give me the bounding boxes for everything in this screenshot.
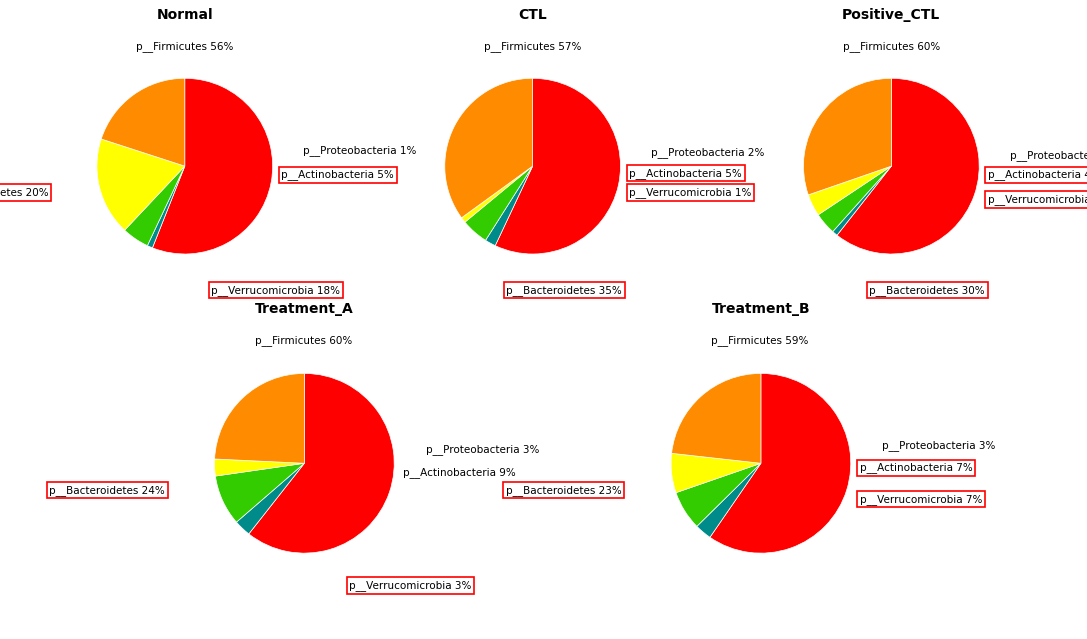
Text: p__Verrucomicrobia 18%: p__Verrucomicrobia 18% (211, 285, 340, 296)
Text: p__Actinobacteria 7%: p__Actinobacteria 7% (860, 462, 973, 473)
Wedge shape (249, 373, 395, 553)
Text: p__Firmicutes 60%: p__Firmicutes 60% (255, 335, 352, 346)
Wedge shape (496, 79, 621, 254)
Text: p__Bacteroidetes 30%: p__Bacteroidetes 30% (870, 285, 985, 296)
Wedge shape (672, 373, 761, 463)
Wedge shape (148, 166, 185, 248)
Text: p__Proteobacteria 3%: p__Proteobacteria 3% (426, 444, 539, 455)
Wedge shape (152, 79, 273, 254)
Text: p__Verrucomicrobia 4%: p__Verrucomicrobia 4% (988, 194, 1087, 205)
Title: Treatment_A: Treatment_A (255, 302, 353, 316)
Text: p__Firmicutes 57%: p__Firmicutes 57% (485, 41, 582, 52)
Title: Normal: Normal (157, 8, 213, 22)
Text: p__Proteobacteria 1%: p__Proteobacteria 1% (1010, 150, 1087, 161)
Wedge shape (809, 166, 891, 215)
Text: p__Bacteroidetes 20%: p__Bacteroidetes 20% (0, 187, 49, 198)
Wedge shape (833, 166, 891, 235)
Text: p__Actinobacteria 9%: p__Actinobacteria 9% (403, 467, 516, 478)
Text: p__Proteobacteria 1%: p__Proteobacteria 1% (303, 145, 416, 156)
Wedge shape (837, 79, 979, 254)
Wedge shape (462, 166, 533, 222)
Title: Positive_CTL: Positive_CTL (842, 8, 940, 22)
Wedge shape (101, 79, 185, 166)
Wedge shape (445, 79, 533, 218)
Wedge shape (676, 463, 761, 527)
Wedge shape (214, 373, 304, 463)
Wedge shape (125, 166, 185, 245)
Wedge shape (465, 166, 533, 240)
Text: p__Actinobacteria 5%: p__Actinobacteria 5% (282, 169, 395, 180)
Text: p__Firmicutes 59%: p__Firmicutes 59% (712, 335, 809, 346)
Wedge shape (214, 459, 304, 476)
Text: p__Bacteroidetes 23%: p__Bacteroidetes 23% (505, 485, 622, 496)
Wedge shape (803, 78, 891, 195)
Title: CTL: CTL (518, 8, 547, 22)
Text: p__Bacteroidetes 24%: p__Bacteroidetes 24% (49, 485, 165, 496)
Wedge shape (215, 463, 304, 522)
Wedge shape (671, 453, 761, 493)
Text: p__Firmicutes 56%: p__Firmicutes 56% (137, 41, 234, 52)
Wedge shape (237, 463, 304, 534)
Text: p__Verrucomicrobia 3%: p__Verrucomicrobia 3% (349, 580, 472, 591)
Title: Treatment_B: Treatment_B (712, 302, 810, 316)
Wedge shape (486, 166, 533, 245)
Text: p__Proteobacteria 3%: p__Proteobacteria 3% (883, 440, 996, 450)
Wedge shape (819, 166, 891, 231)
Text: p__Firmicutes 60%: p__Firmicutes 60% (844, 41, 940, 52)
Wedge shape (710, 373, 851, 553)
Text: p__Verrucomicrobia 7%: p__Verrucomicrobia 7% (860, 494, 983, 505)
Text: p__Actinobacteria 5%: p__Actinobacteria 5% (629, 167, 742, 179)
Wedge shape (697, 463, 761, 537)
Text: p__Bacteroidetes 35%: p__Bacteroidetes 35% (507, 285, 622, 296)
Wedge shape (97, 139, 185, 230)
Text: p__Actinobacteria 4%: p__Actinobacteria 4% (988, 169, 1087, 180)
Text: p__Proteobacteria 2%: p__Proteobacteria 2% (651, 148, 764, 158)
Text: p__Verrucomicrobia 1%: p__Verrucomicrobia 1% (629, 187, 751, 198)
